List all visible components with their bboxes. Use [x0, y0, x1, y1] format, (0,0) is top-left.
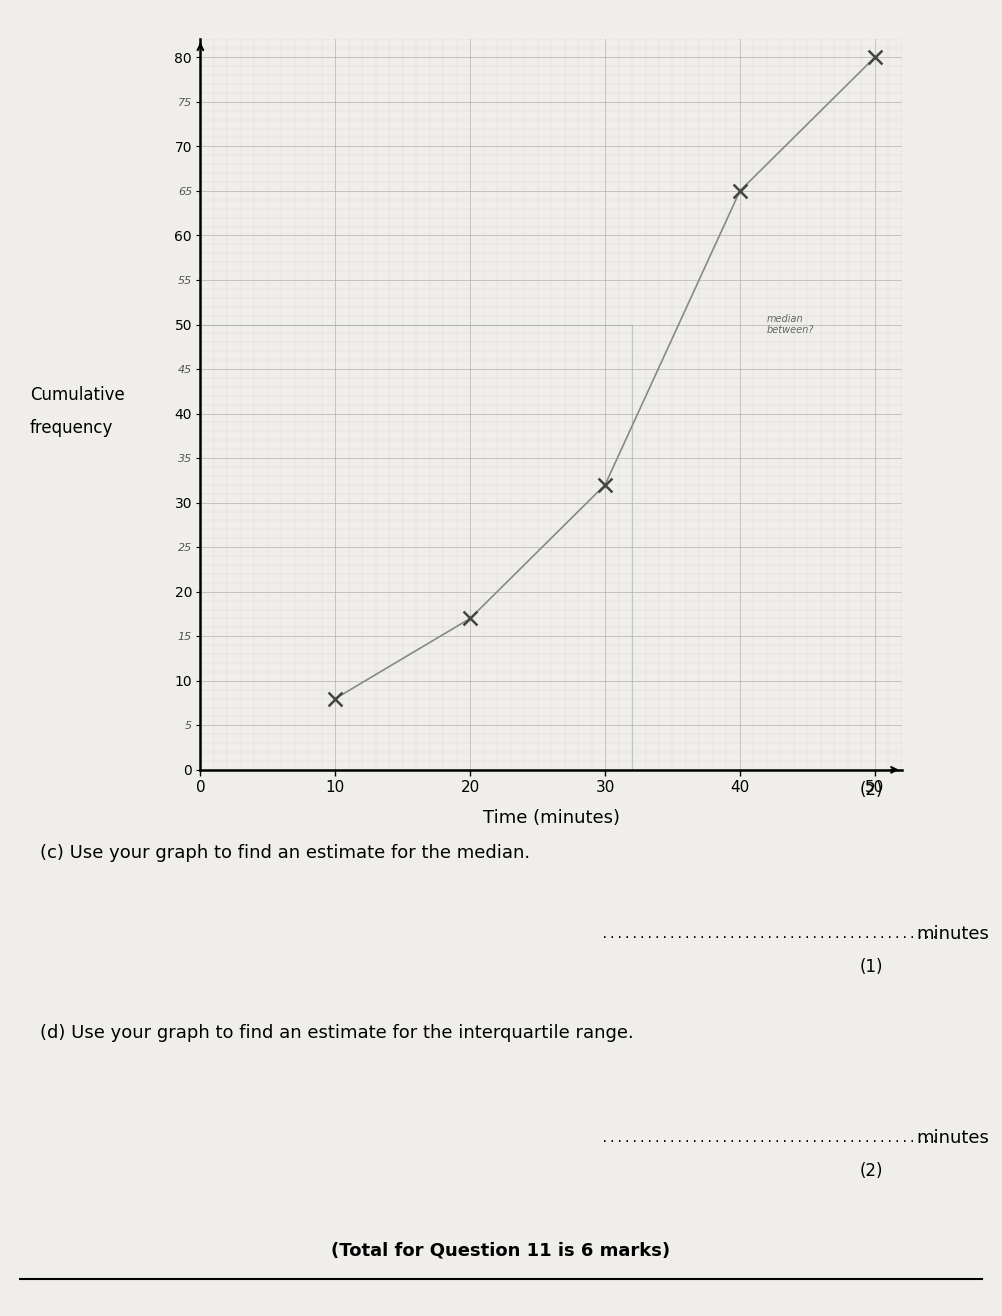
- Point: [731, 180, 747, 201]
- Text: Cumulative: Cumulative: [30, 386, 125, 404]
- Text: (Total for Question 11 is 6 marks): (Total for Question 11 is 6 marks): [332, 1241, 670, 1259]
- Point: [597, 474, 613, 495]
- Text: .............................................: ........................................…: [601, 928, 939, 941]
- X-axis label: Time (minutes): Time (minutes): [483, 809, 619, 828]
- Text: (c) Use your graph to find an estimate for the median.: (c) Use your graph to find an estimate f…: [40, 844, 530, 862]
- Text: minutes: minutes: [917, 1129, 990, 1148]
- Text: (1): (1): [860, 958, 884, 976]
- Point: [462, 608, 478, 629]
- Point: [328, 688, 344, 709]
- Text: frequency: frequency: [30, 418, 113, 437]
- Point: [867, 47, 883, 68]
- Text: (d) Use your graph to find an estimate for the interquartile range.: (d) Use your graph to find an estimate f…: [40, 1024, 634, 1042]
- Text: median
between?: median between?: [767, 313, 815, 336]
- Text: .............................................: ........................................…: [601, 1132, 939, 1145]
- Text: (2): (2): [860, 1162, 884, 1180]
- Text: minutes: minutes: [917, 925, 990, 944]
- Text: (2): (2): [860, 780, 884, 799]
